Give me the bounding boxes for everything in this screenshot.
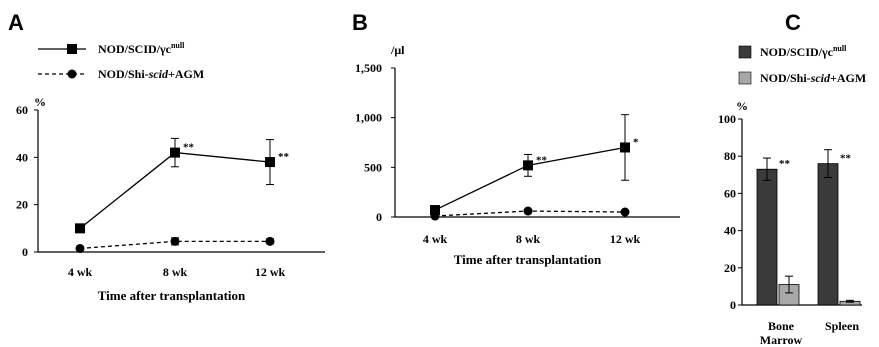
data-point-a-2 <box>265 236 275 246</box>
y-tick-label-a: 0 <box>22 245 28 259</box>
y-tick-label-c: 100 <box>718 112 736 126</box>
data-point-a-2 <box>170 236 180 246</box>
unit-label-a: % <box>34 95 46 109</box>
data-point-a-1 <box>170 147 180 158</box>
x-tick-label-a: 4 wk <box>68 265 93 279</box>
x-tick-label-c: Bone <box>768 319 795 333</box>
bar-c-1 <box>817 163 839 306</box>
bar-c-1 <box>756 168 778 306</box>
y-tick-label-c: 40 <box>724 224 736 238</box>
panel-letter-a: A <box>8 10 24 35</box>
legend-marker-2 <box>67 69 77 79</box>
y-tick-label-c: 80 <box>724 149 736 163</box>
data-point-b-1 <box>620 142 630 153</box>
x-tick-label-b: 12 wk <box>610 232 641 246</box>
x-tick-label-b: 8 wk <box>516 232 541 246</box>
x-axis-title-a: Time after transplantation <box>98 288 246 303</box>
significance-mark-c: ** <box>840 153 852 165</box>
legend-label-c-2: NOD/Shi-scid+AGM <box>760 71 866 85</box>
data-point-b-1 <box>430 205 440 216</box>
data-point-b-2 <box>620 207 630 217</box>
y-tick-label-b: 500 <box>364 160 382 174</box>
y-tick-label-a: 20 <box>16 198 28 212</box>
y-tick-label-a: 60 <box>16 103 28 117</box>
y-tick-label-b: 0 <box>376 210 382 224</box>
legend-label-2: NOD/Shi-scid+AGM <box>98 67 204 81</box>
legend-marker-1 <box>67 44 77 54</box>
error-bar-c-2 <box>846 299 854 303</box>
x-tick-label-b: 4 wk <box>423 232 448 246</box>
series-line-b-1 <box>434 146 626 211</box>
significance-mark-a: ** <box>278 151 290 163</box>
significance-mark-b: * <box>633 136 639 148</box>
x-axis-title-b: Time after transplantation <box>454 252 602 267</box>
error-bar-c-1 <box>763 157 771 181</box>
x-tick-label-c: Marrow <box>760 333 803 347</box>
legend-label-c-1: NOD/SCID/γcnull <box>760 44 847 59</box>
x-tick-label-a: 12 wk <box>255 265 286 279</box>
series-line-a-2 <box>79 240 270 250</box>
legend-swatch-2 <box>738 71 752 85</box>
y-tick-label-c: 20 <box>724 261 736 275</box>
data-point-b-2 <box>430 211 440 221</box>
y-tick-label-a: 40 <box>16 150 28 164</box>
unit-label-b: /μl <box>390 43 405 57</box>
error-bar-c-1 <box>824 149 832 179</box>
data-point-a-1 <box>75 223 85 234</box>
panel-letter-c: C <box>785 10 801 35</box>
significance-mark-a: ** <box>183 142 195 154</box>
data-point-b-2 <box>523 206 533 216</box>
y-tick-label-b: 1,500 <box>355 61 382 75</box>
significance-mark-b: ** <box>536 154 548 166</box>
legend-label-1: NOD/SCID/γcnull <box>98 41 185 56</box>
data-point-a-2 <box>75 243 85 253</box>
y-tick-label-b: 1,000 <box>355 111 382 125</box>
x-tick-label-a: 8 wk <box>163 265 188 279</box>
error-bar-c-2 <box>785 275 793 294</box>
y-tick-label-c: 0 <box>730 298 736 312</box>
legend-swatch-1 <box>738 45 752 59</box>
data-point-a-1 <box>265 157 275 168</box>
y-tick-label-c: 60 <box>724 186 736 200</box>
data-point-b-1 <box>523 160 533 171</box>
panel-letter-b: B <box>352 10 368 35</box>
x-tick-label-c: Spleen <box>825 319 859 333</box>
significance-mark-c: ** <box>779 158 791 170</box>
unit-label-c: % <box>736 99 748 113</box>
